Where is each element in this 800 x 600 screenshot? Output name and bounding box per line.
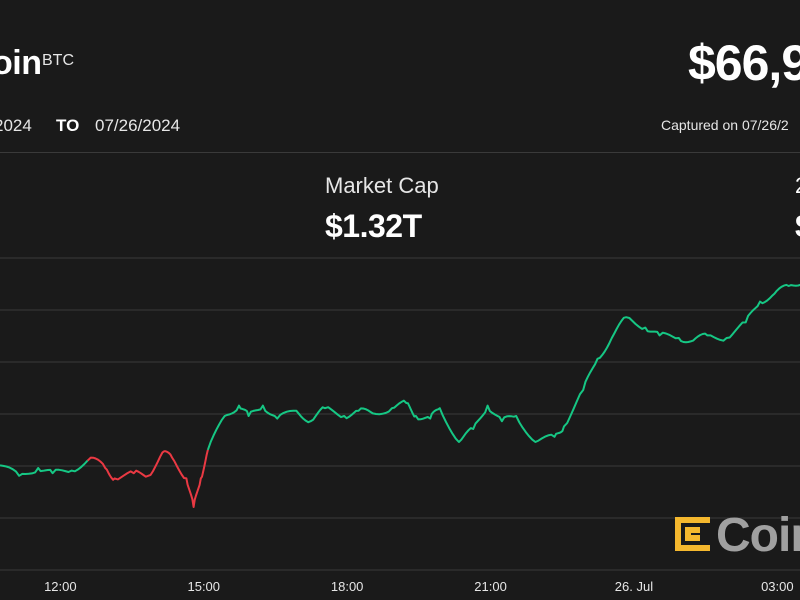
chart-lines	[0, 283, 800, 508]
current-price: $66,9	[688, 35, 800, 91]
watermark-text: Coin	[716, 509, 800, 562]
x-tick-label: 12:00	[44, 579, 77, 594]
x-tick-label: 15:00	[187, 579, 220, 594]
date-range-end: 07/26/2024	[95, 116, 181, 135]
asset-name: oin	[0, 44, 42, 82]
x-tick-label: 18:00	[331, 579, 364, 594]
price-line-down	[86, 449, 209, 508]
market-cap-value: $1.32T	[325, 208, 422, 244]
header-divider	[0, 152, 800, 153]
stat-right-value: $	[795, 208, 800, 245]
date-range-start: 2024	[0, 116, 32, 135]
price-line-up	[0, 459, 89, 477]
x-tick-label: 03:00	[761, 579, 794, 594]
x-axis-ticks: 12:00 15:00 18:00 21:00 26. Jul 03:00	[44, 579, 794, 594]
x-tick-label: 21:00	[474, 579, 507, 594]
captured-timestamp: Captured on 07/26/2	[661, 117, 789, 133]
price-line-up	[206, 283, 800, 451]
stat-right-label: 2	[795, 173, 800, 199]
market-cap-label: Market Cap	[325, 173, 439, 198]
date-range-to-label: TO	[56, 116, 80, 135]
coindesk-logo-icon	[675, 517, 710, 551]
price-chart: 12:00 15:00 18:00 21:00 26. Jul 03:00	[0, 257, 800, 594]
chart-grid	[0, 257, 800, 571]
asset-symbol: BTC	[42, 52, 74, 69]
x-tick-label: 26. Jul	[615, 579, 653, 594]
